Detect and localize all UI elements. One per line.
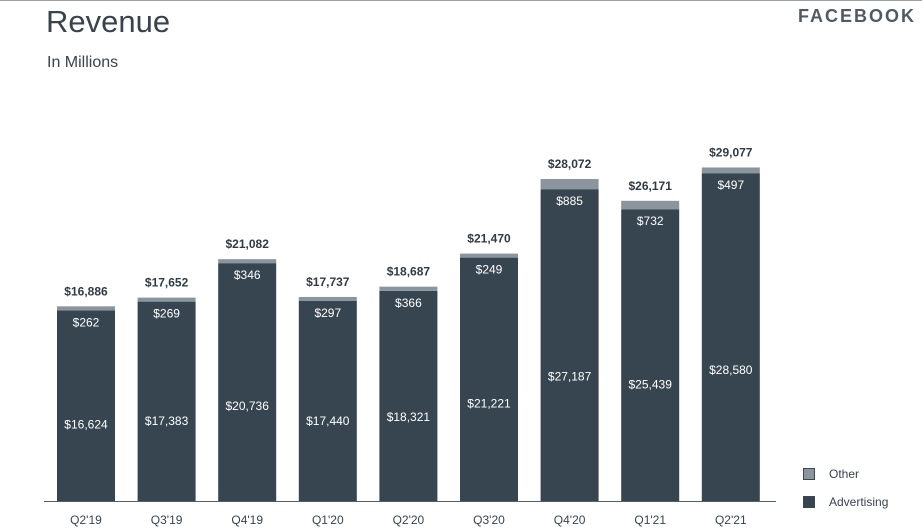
legend-item-advertising: Advertising — [803, 488, 888, 516]
data-label-total: $28,072 — [548, 157, 592, 171]
data-label-advertising: $25,439 — [629, 377, 673, 391]
legend-item-other: Other — [803, 460, 888, 488]
bar-advertising — [57, 310, 115, 501]
data-label-total: $16,886 — [64, 284, 108, 298]
data-label-other: $346 — [234, 268, 261, 282]
data-label-total: $17,737 — [306, 275, 350, 289]
x-tick-label: Q1'20 — [312, 513, 344, 527]
data-label-other: $732 — [637, 214, 664, 228]
data-label-other: $297 — [314, 306, 341, 320]
bar-other — [137, 297, 196, 302]
bar-advertising — [379, 290, 438, 501]
bar-other — [460, 253, 518, 258]
data-label-advertising: $17,440 — [306, 414, 350, 428]
x-tick-label: Q2'19 — [70, 513, 102, 527]
data-label-advertising: $28,580 — [709, 363, 753, 377]
bar-other — [701, 167, 760, 174]
data-label-advertising: $17,383 — [145, 414, 189, 428]
page-subtitle: In Millions — [47, 54, 119, 71]
data-label-other: $497 — [717, 178, 744, 192]
legend-label-other: Other — [829, 467, 860, 481]
legend-swatch-advertising — [803, 496, 815, 508]
x-tick-label: Q4'19 — [231, 513, 263, 527]
bar-other — [57, 306, 115, 311]
data-label-advertising: $20,736 — [226, 399, 270, 413]
x-tick-label: Q2'20 — [393, 513, 425, 527]
legend-swatch-other — [803, 468, 815, 480]
chart-legend: Other Advertising — [803, 460, 888, 516]
data-label-total: $21,470 — [467, 232, 511, 246]
bar-advertising — [701, 173, 760, 502]
data-label-advertising: $27,187 — [548, 369, 592, 383]
data-label-advertising: $21,221 — [467, 397, 511, 411]
page-title: Revenue — [46, 4, 171, 39]
data-label-total: $18,687 — [387, 265, 431, 279]
x-tick-label: Q3'20 — [473, 513, 505, 527]
bar-advertising — [460, 257, 518, 501]
data-label-other: $885 — [556, 194, 583, 208]
bar-other — [540, 179, 599, 190]
data-label-other: $262 — [73, 315, 100, 329]
data-label-other: $366 — [395, 296, 422, 310]
data-label-advertising: $18,321 — [387, 410, 431, 424]
bar-advertising — [540, 189, 599, 502]
brand-logo: FACEBOOK — [797, 6, 916, 26]
bar-advertising — [621, 209, 680, 502]
data-label-advertising: $16,624 — [64, 418, 108, 432]
x-tick-label: Q1'21 — [634, 513, 666, 527]
bar-other — [298, 296, 357, 301]
data-label-other: $249 — [476, 263, 503, 277]
data-label-total: $21,082 — [226, 237, 270, 251]
data-label-other: $269 — [153, 307, 180, 321]
x-tick-label: Q4'20 — [554, 513, 586, 527]
data-label-total: $26,171 — [629, 179, 673, 193]
bar-other — [218, 259, 277, 264]
bar-advertising — [298, 300, 357, 501]
bar-advertising — [218, 263, 277, 501]
top-rule — [0, 0, 922, 1]
data-label-total: $29,077 — [709, 145, 753, 159]
bar-other — [621, 200, 680, 210]
x-tick-label: Q3'19 — [151, 513, 183, 527]
legend-label-advertising: Advertising — [829, 495, 889, 509]
x-tick-label: Q2'21 — [715, 513, 747, 527]
bar-advertising — [137, 301, 196, 501]
bar-other — [379, 286, 438, 291]
data-label-total: $17,652 — [145, 276, 189, 290]
